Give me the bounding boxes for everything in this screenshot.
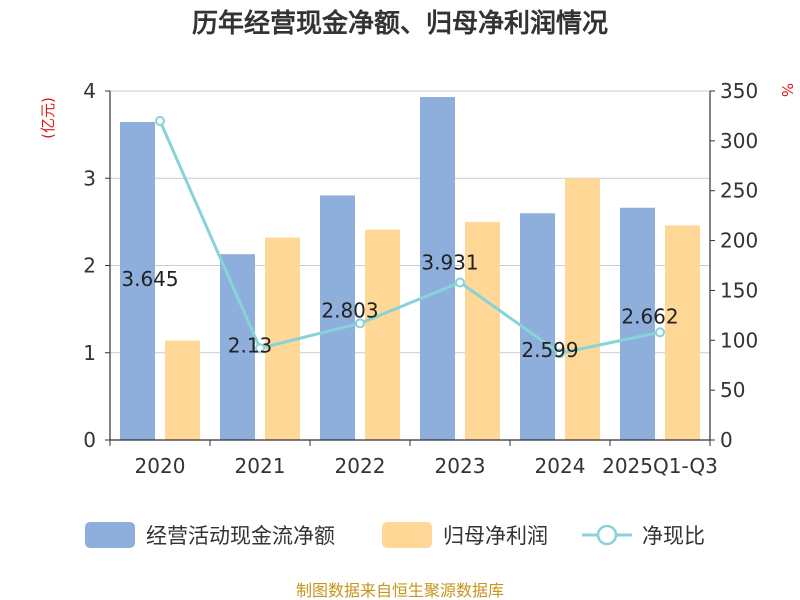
x-tick-label: 2022 bbox=[335, 454, 386, 478]
data-label: 2.662 bbox=[621, 304, 678, 328]
right-tick-label: 200 bbox=[720, 229, 758, 253]
right-tick-label: 150 bbox=[720, 278, 758, 302]
data-label: 2.599 bbox=[521, 338, 578, 362]
left-tick-label: 2 bbox=[83, 254, 96, 278]
ratio-point bbox=[155, 115, 165, 126]
data-label: 2.803 bbox=[321, 298, 378, 322]
ratio-point bbox=[355, 318, 365, 329]
bar-operating-cash bbox=[220, 254, 255, 440]
ratio-point bbox=[655, 327, 665, 338]
left-tick-label: 3 bbox=[83, 166, 96, 190]
bar-operating-cash bbox=[520, 213, 555, 440]
left-tick-label: 0 bbox=[83, 428, 96, 452]
bar-operating-cash bbox=[420, 97, 455, 440]
bar-operating-cash bbox=[320, 195, 355, 440]
gridlines bbox=[110, 90, 710, 354]
bar-net-profit bbox=[365, 229, 400, 440]
left-tick-label: 4 bbox=[83, 79, 96, 103]
left-axis-unit: (亿元) bbox=[39, 97, 57, 139]
bar-operating-cash bbox=[120, 121, 155, 440]
legend-swatch-ratio-marker bbox=[596, 524, 618, 546]
right-tick-label: 250 bbox=[720, 179, 758, 203]
right-tick-label: 100 bbox=[720, 328, 758, 352]
data-label: 2.13 bbox=[228, 333, 273, 357]
legend-label-net-profit: 归母净利润 bbox=[443, 524, 548, 548]
legend-label-operating-cash: 经营活动现金流净额 bbox=[146, 524, 335, 548]
bar-net-profit bbox=[165, 340, 200, 440]
source-note: 制图数据来自恒生聚源数据库 bbox=[296, 581, 504, 600]
ratio-line bbox=[155, 115, 665, 359]
legend-swatch-net-profit bbox=[382, 522, 432, 548]
ratio-line-path bbox=[158, 120, 661, 355]
right-tick-label: 50 bbox=[720, 378, 745, 402]
bar-operating-cash bbox=[620, 207, 655, 440]
x-tick-label: 2025Q1-Q3 bbox=[602, 454, 718, 478]
right-tick-label: 300 bbox=[720, 129, 758, 153]
axes: 0 1 2 3 4 0 50 100 150 200 250 300 350 2020 2021 2022 20… bbox=[83, 79, 758, 478]
legend-label-ratio: 净现比 bbox=[642, 524, 705, 548]
x-tick-label: 2020 bbox=[135, 454, 186, 478]
bar-net-profit bbox=[665, 225, 700, 440]
x-tick-label: 2024 bbox=[535, 454, 586, 478]
ratio-point bbox=[455, 277, 465, 288]
x-tick-label: 2023 bbox=[435, 454, 486, 478]
bar-net-profit bbox=[565, 178, 600, 440]
ratio-point bbox=[255, 343, 265, 354]
legend-swatch-operating-cash bbox=[85, 522, 135, 548]
legend: 经营活动现金流净额 归母净利润 净现比 bbox=[85, 522, 705, 548]
data-label: 3.645 bbox=[121, 267, 178, 291]
left-tick-label: 1 bbox=[83, 341, 96, 365]
bar-net-profit bbox=[465, 221, 500, 440]
right-tick-label: 350 bbox=[720, 79, 758, 103]
data-labels: 3.645 2.13 2.803 3.931 2.599 2.662 bbox=[121, 250, 678, 362]
chart-title: 历年经营现金净额、归母净利润情况 bbox=[192, 8, 608, 39]
x-tick-label: 2021 bbox=[235, 454, 286, 478]
bars bbox=[120, 97, 700, 440]
right-axis-unit: % bbox=[778, 83, 796, 97]
right-tick-label: 0 bbox=[720, 428, 733, 452]
data-label: 3.931 bbox=[421, 250, 478, 274]
ratio-point bbox=[555, 348, 565, 359]
